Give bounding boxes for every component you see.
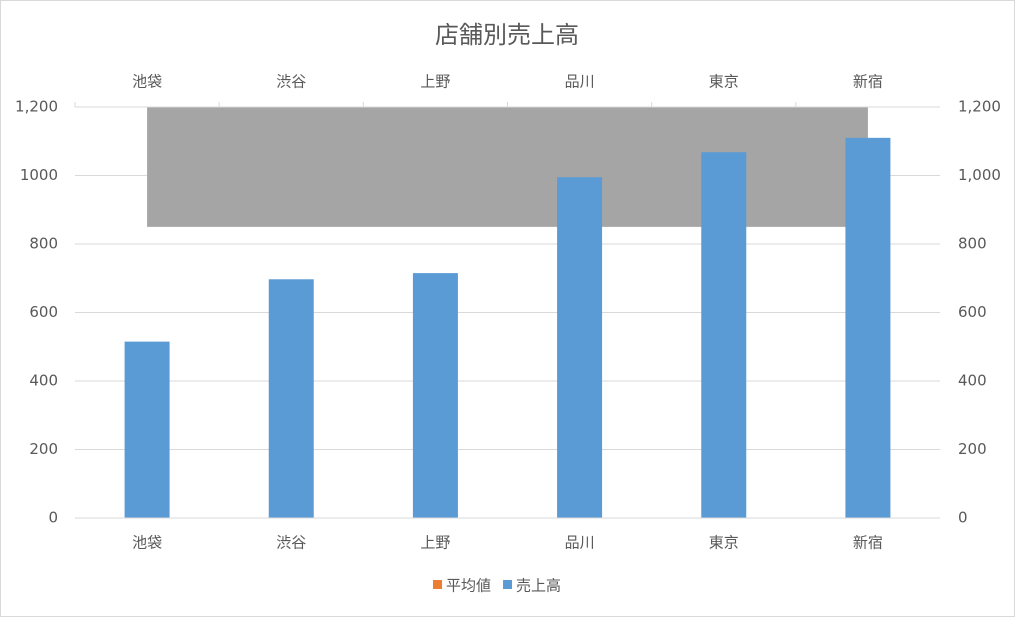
x-tick-label: 新宿 [853,534,883,552]
y-tick-label: 800 [29,235,58,253]
x2-tick-label: 品川 [565,73,595,91]
y-tick-label: 1000 [20,166,58,184]
x2-tick-label: 上野 [420,73,450,91]
y-tick-label: 600 [29,303,58,321]
x2-tick-label: 渋谷 [276,73,306,91]
y2-tick-label: 600 [958,303,987,321]
x-tick-label: 池袋 [132,534,162,552]
bar [701,152,747,518]
bar [124,341,170,518]
x2-tick-label: 新宿 [853,73,883,91]
legend-swatch [433,580,442,589]
bar [412,273,458,518]
area [147,107,868,227]
y-tick-label: 1,200 [15,98,58,116]
legend-swatch [503,580,513,589]
y2-tick-label: 1,200 [958,98,1001,116]
x2-tick-label: 池袋 [132,73,162,91]
x-tick-label: 品川 [565,534,595,552]
legend-label: 売上高 [516,577,561,595]
x2-tick-label: 東京 [709,73,739,91]
y2-tick-label: 0 [958,509,968,527]
y-tick-label: 400 [29,372,58,390]
bar [268,279,314,518]
x-tick-label: 東京 [709,534,739,552]
bar [845,137,891,518]
chart-title: 店舗別売上高 [435,21,579,49]
x-tick-label: 渋谷 [276,534,306,552]
y-tick-label: 0 [48,509,58,527]
bar [557,177,603,518]
y2-tick-label: 400 [958,372,987,390]
y2-tick-label: 1,000 [958,166,1001,184]
legend-label: 平均値 [446,577,491,595]
y-tick-label: 200 [29,440,58,458]
y2-tick-label: 200 [958,440,987,458]
x-tick-label: 上野 [420,534,450,552]
y2-tick-label: 800 [958,235,987,253]
